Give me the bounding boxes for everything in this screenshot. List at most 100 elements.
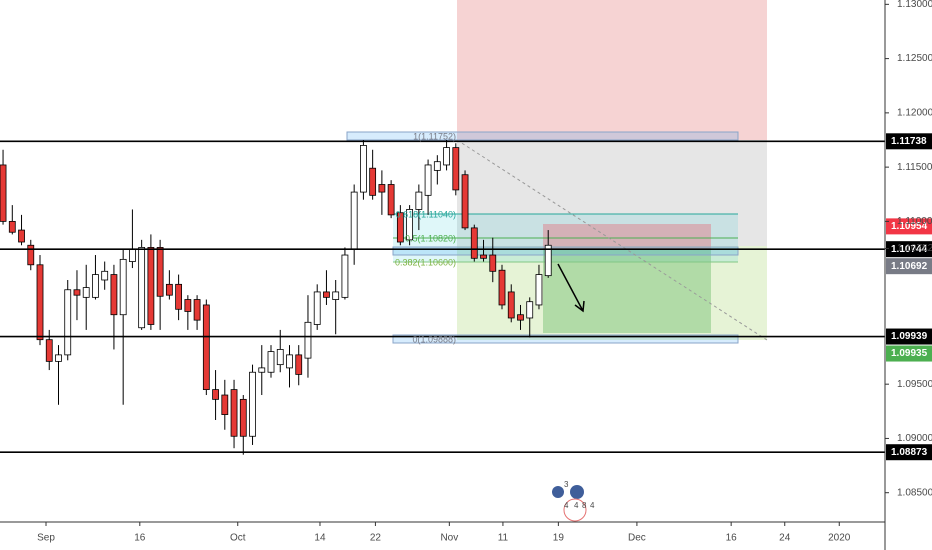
fib-label: 0.382(1.10600) [395,257,456,267]
price-label-box [886,258,932,275]
candle-body [304,321,312,359]
candle-body [249,371,256,437]
candle-body [8,220,16,233]
y-tick-label: 1.13000 [897,0,932,10]
candle-body [212,389,219,400]
candle-body [286,354,293,369]
candle-body [507,291,515,319]
candle-body [323,291,330,298]
candle-body [55,354,62,362]
candle-body [18,229,25,243]
candle-body [452,147,460,191]
event-badge [552,486,564,498]
candle-body [92,274,99,298]
price-label-box [886,328,932,345]
price-label: 1.10692 [891,261,928,272]
candle-body [165,283,173,296]
fib-label: 0.5(1.10820) [405,233,456,243]
y-tick-label: 1.09500 [897,379,932,390]
candle-body [27,244,35,266]
price-label-box [886,345,932,362]
price-label-box [886,218,932,235]
candle-body [129,249,136,262]
candle-body [369,167,377,196]
y-tick-label: 1.11000 [897,216,932,227]
candle-body [360,145,367,193]
x-tick-label: 14 [314,533,326,544]
y-tick-label: 1.10752 [897,243,932,254]
y-tick-label: 1.12000 [897,108,932,119]
candle-body [230,389,238,437]
candle-body [184,299,192,312]
candle-body [489,254,497,272]
candle-body [443,147,450,166]
y-tick-label: 1.12500 [897,53,932,64]
candle-body [535,274,543,306]
candle-body [276,349,284,366]
event-count: 4 [574,501,579,510]
price-label-box [886,444,932,461]
x-tick-label: Oct [230,533,246,544]
candles [0,139,552,455]
short-stop-zone [543,224,711,250]
candle-body [36,264,44,341]
candle-body [396,212,404,243]
overlay: 1.11738 1.10954 1.10744 1.10692 1.09939 1.099… [0,133,932,461]
candle-body [332,291,340,300]
candle-body [267,351,275,373]
x-tick-label: 2020 [828,533,851,544]
x-tick-label: Nov [440,533,458,544]
candle-body [258,367,266,373]
event-count: 3 [564,480,569,489]
candle-body [544,244,552,277]
y-tick-label: 1.08500 [897,487,932,498]
candle-body [470,227,478,259]
candle-body [221,394,229,415]
price-label: 1.08873 [891,447,928,458]
candle-body [341,254,349,298]
candle-body [415,191,423,210]
y-tick-label: 1.11500 [897,162,932,173]
candle-body [202,304,210,391]
x-tick-label: 16 [134,533,146,544]
price-label: 1.11738 [891,136,927,147]
candle-body [156,247,164,297]
x-tick-label: Sep [37,533,55,544]
short-target-zone [543,250,711,333]
candle-body [517,314,524,321]
candle-body [175,283,183,310]
neutral-zone [457,140,767,246]
x-tick-label: 11 [498,533,509,544]
fib-box [392,246,739,256]
stop-zone [457,0,767,140]
event-count: 4 [564,501,569,510]
event-count: 8 [582,501,587,510]
price-label: 1.09935 [891,348,928,359]
candle-body [73,289,81,296]
fib-box [392,334,739,344]
candle-body [461,174,469,229]
price-label: 1.09939 [891,331,928,342]
candle-body [424,164,432,196]
x-tick-label: 16 [726,533,738,544]
candle-body [101,270,109,281]
candle-body [387,184,395,216]
price-label-box [886,133,932,150]
candle-body [45,339,53,362]
price-label: 1.10744 [891,244,928,255]
candle-body [193,299,201,321]
fib-box [346,131,739,141]
candle-body [0,164,7,222]
price-label: 1.10954 [891,221,928,232]
fib-label: 0(1.09888) [412,334,456,344]
candle-body [526,301,534,319]
fib-label: 1(1.11752) [413,131,456,141]
candle-body [64,289,72,356]
candle-body [82,287,90,298]
x-tick-label: 19 [553,533,565,544]
candle-body [433,161,441,171]
candle-body [406,209,414,241]
y-tick-label: 1.09000 [897,433,932,444]
fib-label: 0.618(1.11040) [396,209,456,219]
